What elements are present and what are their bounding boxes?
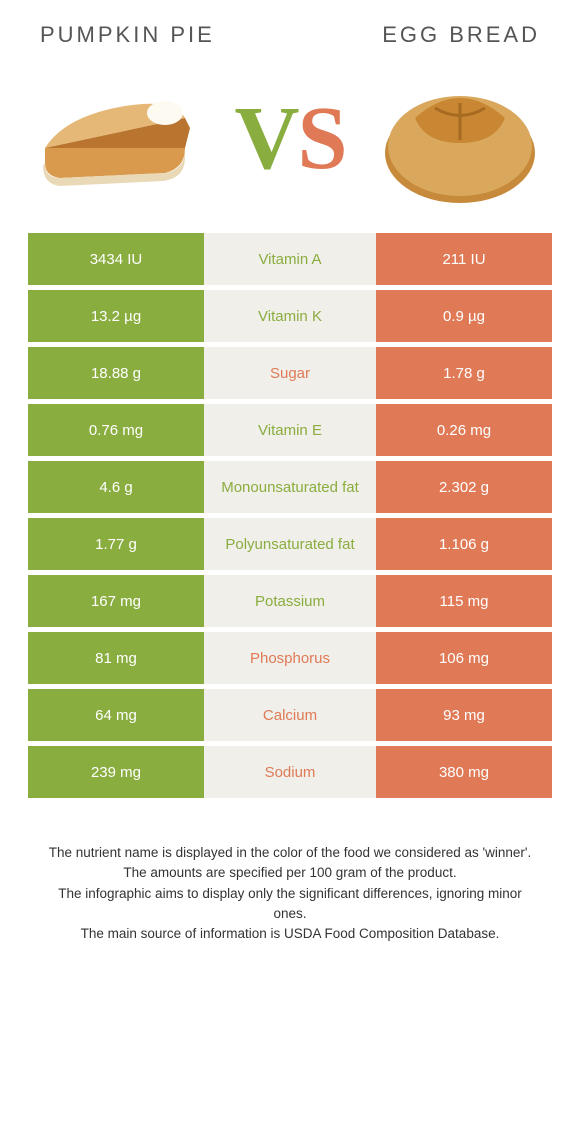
- left-value: 1.77 g: [28, 518, 204, 570]
- left-value: 64 mg: [28, 689, 204, 741]
- nutrient-label: Polyunsaturated fat: [204, 518, 376, 570]
- table-row: 0.76 mgVitamin E0.26 mg: [28, 404, 552, 456]
- vs-v: V: [234, 89, 297, 188]
- left-value: 3434 IU: [28, 233, 204, 285]
- right-value: 0.26 mg: [376, 404, 552, 456]
- right-value: 106 mg: [376, 632, 552, 684]
- table-row: 64 mgCalcium93 mg: [28, 689, 552, 741]
- left-value: 4.6 g: [28, 461, 204, 513]
- left-food-title: Pumpkin pie: [40, 22, 215, 48]
- left-value: 167 mg: [28, 575, 204, 627]
- footer-line: The nutrient name is displayed in the co…: [40, 843, 540, 863]
- right-value: 380 mg: [376, 746, 552, 798]
- table-row: 167 mgPotassium115 mg: [28, 575, 552, 627]
- right-value: 1.106 g: [376, 518, 552, 570]
- footer-line: The infographic aims to display only the…: [40, 884, 540, 925]
- nutrient-label: Phosphorus: [204, 632, 376, 684]
- right-value: 211 IU: [376, 233, 552, 285]
- nutrient-label: Sodium: [204, 746, 376, 798]
- nutrient-label: Sugar: [204, 347, 376, 399]
- table-row: 4.6 gMonounsaturated fat2.302 g: [28, 461, 552, 513]
- nutrient-label: Vitamin E: [204, 404, 376, 456]
- left-value: 13.2 µg: [28, 290, 204, 342]
- table-row: 18.88 gSugar1.78 g: [28, 347, 552, 399]
- footer-line: The main source of information is USDA F…: [40, 924, 540, 944]
- nutrient-label: Vitamin K: [204, 290, 376, 342]
- footer-notes: The nutrient name is displayed in the co…: [0, 803, 580, 944]
- nutrient-label: Potassium: [204, 575, 376, 627]
- left-value: 239 mg: [28, 746, 204, 798]
- right-value: 115 mg: [376, 575, 552, 627]
- right-food-title: Egg bread: [382, 22, 540, 48]
- nutrient-label: Monounsaturated fat: [204, 461, 376, 513]
- vs-s: S: [297, 89, 345, 188]
- table-row: 81 mgPhosphorus106 mg: [28, 632, 552, 684]
- right-value: 1.78 g: [376, 347, 552, 399]
- table-row: 3434 IUVitamin A211 IU: [28, 233, 552, 285]
- right-value: 2.302 g: [376, 461, 552, 513]
- nutrient-label: Calcium: [204, 689, 376, 741]
- table-row: 1.77 gPolyunsaturated fat1.106 g: [28, 518, 552, 570]
- footer-line: The amounts are specified per 100 gram o…: [40, 863, 540, 883]
- left-value: 0.76 mg: [28, 404, 204, 456]
- left-food-image: [30, 68, 210, 208]
- right-value: 93 mg: [376, 689, 552, 741]
- left-value: 81 mg: [28, 632, 204, 684]
- pumpkin-pie-icon: [35, 78, 205, 198]
- table-row: 239 mgSodium380 mg: [28, 746, 552, 798]
- nutrition-table: 3434 IUVitamin A211 IU13.2 µgVitamin K0.…: [0, 233, 580, 798]
- table-row: 13.2 µgVitamin K0.9 µg: [28, 290, 552, 342]
- egg-bread-icon: [375, 68, 545, 208]
- vs-label: VS: [234, 87, 345, 190]
- nutrient-label: Vitamin A: [204, 233, 376, 285]
- right-value: 0.9 µg: [376, 290, 552, 342]
- right-food-image: [370, 68, 550, 208]
- left-value: 18.88 g: [28, 347, 204, 399]
